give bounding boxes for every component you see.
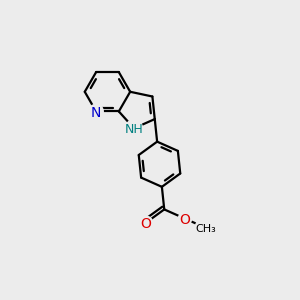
Circle shape (89, 104, 103, 118)
Circle shape (178, 212, 192, 225)
Text: CH₃: CH₃ (195, 224, 216, 234)
Text: O: O (180, 213, 190, 227)
Text: N: N (91, 106, 101, 120)
Circle shape (139, 216, 152, 230)
Text: O: O (140, 217, 151, 231)
Circle shape (125, 120, 142, 137)
Circle shape (195, 218, 216, 238)
Text: NH: NH (124, 123, 143, 136)
